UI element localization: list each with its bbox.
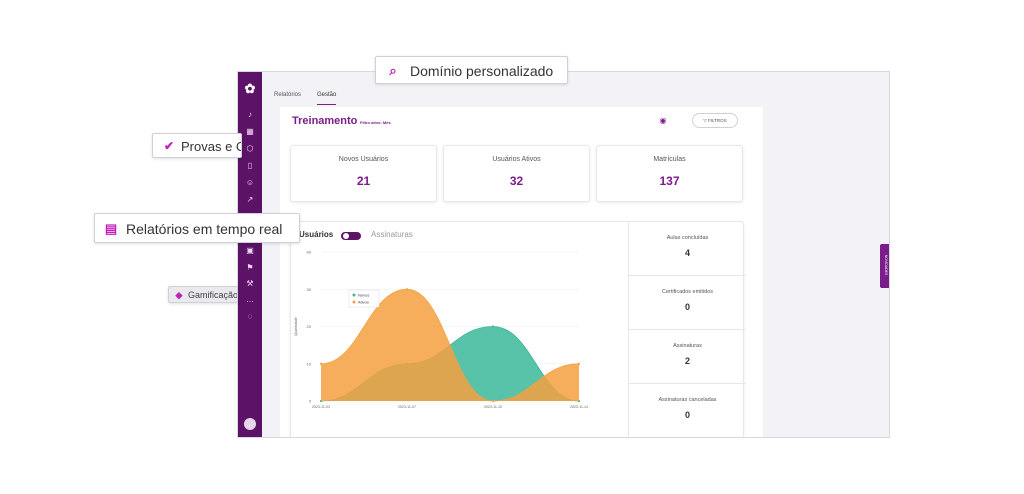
legend-label: Novos <box>358 293 369 298</box>
x-tick-label: 2023-11-07 <box>398 405 416 409</box>
side-stat-value: 0 <box>684 410 690 420</box>
more-icon[interactable]: … <box>246 295 254 304</box>
sidebar: ✿ ♪ ▦ ⬡ ▯ ☺ ↗ ○ ▭ ▣ ⚑ ⚒ … ◌ <box>238 72 262 437</box>
exam-icon: ✔ <box>163 139 175 153</box>
filters-button[interactable]: ▽ FILTROS <box>692 113 738 128</box>
x-tick-label: 2023-11-10 <box>484 405 502 409</box>
y-tick-label: 10 <box>307 361 312 366</box>
web-search-icon: ⌕ <box>389 63 397 78</box>
series-line-ativos <box>320 288 580 402</box>
y-axis-label: Quantidade <box>294 317 298 336</box>
stat-value: 137 <box>659 174 680 188</box>
callout-text: Relatórios em tempo real <box>126 221 283 237</box>
active-filter-label: Filtro ativo: Mês <box>360 120 391 125</box>
legend-marker <box>352 293 356 297</box>
callout-gamificacao: ◆ Gamificação <box>168 286 238 303</box>
callout-text: Domínio personalizado <box>410 63 554 79</box>
side-stat-value: 4 <box>684 248 690 258</box>
side-stat-canceladas: Assinaturas canceladas 0 <box>629 384 746 437</box>
chart-card: Usuários Assinaturas 0 10 20 30 40 2023-11-03… <box>290 221 746 437</box>
callout-text: Provas e C <box>181 139 242 154</box>
hammer-icon[interactable]: ⚒ <box>246 279 254 288</box>
callout-text: Gamificação <box>188 290 238 300</box>
y-tick-label: 30 <box>307 287 312 292</box>
x-tick-label: 2023-11-03 <box>312 405 330 409</box>
logo-icon[interactable]: ✿ <box>244 81 256 96</box>
data-point-ativos <box>405 288 409 291</box>
side-stat-label: Certificados emitidos <box>661 289 714 295</box>
chart-tab-assinaturas[interactable]: Assinaturas <box>371 230 413 239</box>
data-point-ativos <box>577 362 581 365</box>
side-stat-label: Assinaturas <box>673 343 702 349</box>
legend-box <box>348 289 380 308</box>
stat-label: Novos Usuários <box>338 156 389 163</box>
area-chart: 0 10 20 30 40 2023-11-03 2023-11-07 2023-11-10 2… <box>294 250 588 410</box>
y-tick-label: 40 <box>307 250 312 255</box>
stat-card-matriculas: Matrículas 137 <box>596 145 743 202</box>
toggle-knob <box>343 233 349 239</box>
side-stats: Aulas concluídas 4 Certificados emitidos… <box>628 222 746 437</box>
users-icon[interactable]: ☺ <box>245 178 255 187</box>
trend-icon[interactable]: ↗ <box>246 195 254 204</box>
side-stat-value: 2 <box>684 356 690 366</box>
novidades-tab[interactable]: NOVIDADES <box>880 244 889 288</box>
side-stat-value: 0 <box>684 302 690 312</box>
x-tick-label: 2023-11-14 <box>570 405 588 409</box>
grid-icon[interactable]: ▦ <box>246 127 254 136</box>
main-content: Treinamento Filtro ativo: Mês ◉ ▽ FILTRO… <box>280 107 763 437</box>
chart-tab-usuarios[interactable]: Usuários <box>299 230 334 239</box>
data-point-ativos <box>319 362 323 365</box>
legend-label: Ativos <box>358 300 369 305</box>
page-title: Treinamento <box>292 115 358 127</box>
y-tick-label: 20 <box>307 324 312 329</box>
app-window: ✿ ♪ ▦ ⬡ ▯ ☺ ↗ ○ ▭ ▣ ⚑ ⚒ … ◌ Relatórios G… <box>237 71 890 438</box>
stat-value: 21 <box>356 174 371 188</box>
callout-relatorios: ▤ Relatórios em tempo real <box>94 213 300 243</box>
novidades-label: NOVIDADES <box>884 254 888 276</box>
stat-label: Usuários Ativos <box>492 156 541 163</box>
side-stat-aulas: Aulas concluídas 4 <box>629 222 746 276</box>
legend-marker <box>352 300 356 304</box>
tab-gestao[interactable]: Gestão <box>317 90 337 105</box>
stat-value: 32 <box>509 174 524 188</box>
data-point-ativos <box>491 399 495 403</box>
filter-icon: ▽ <box>703 118 709 123</box>
tab-relatorios[interactable]: Relatórios <box>274 92 302 98</box>
callout-dominio: ⌕ Domínio personalizado <box>375 56 568 84</box>
book-icon[interactable]: ▯ <box>247 161 253 170</box>
avatar[interactable] <box>244 418 256 430</box>
data-point-novos <box>491 325 495 328</box>
side-stat-assinaturas: Assinaturas 2 <box>629 330 746 384</box>
gamepad-icon: ◆ <box>175 290 183 300</box>
bell-icon[interactable]: ♪ <box>248 110 252 119</box>
flag-icon[interactable]: ⚑ <box>246 263 254 272</box>
callout-provas: ✔ Provas e C <box>152 133 242 158</box>
box-icon[interactable]: ⬡ <box>246 144 254 153</box>
calendar-icon[interactable]: ▣ <box>246 246 254 255</box>
side-stat-certificados: Certificados emitidos 0 <box>629 276 746 330</box>
report-icon: ▤ <box>104 221 118 236</box>
eye-icon[interactable]: ◉ <box>659 116 667 125</box>
chart-toggle[interactable] <box>341 232 361 240</box>
stat-card-usuarios-ativos: Usuários Ativos 32 <box>443 145 590 202</box>
side-stat-label: Assinaturas canceladas <box>658 397 717 403</box>
stat-label: Matrículas <box>653 156 686 163</box>
whatsapp-icon[interactable]: ◌ <box>247 312 253 321</box>
y-tick-label: 0 <box>309 399 312 404</box>
filters-button-label: FILTROS <box>708 118 727 123</box>
side-stat-label: Aulas concluídas <box>666 235 709 241</box>
stat-card-novos-usuarios: Novos Usuários 21 <box>290 145 437 202</box>
